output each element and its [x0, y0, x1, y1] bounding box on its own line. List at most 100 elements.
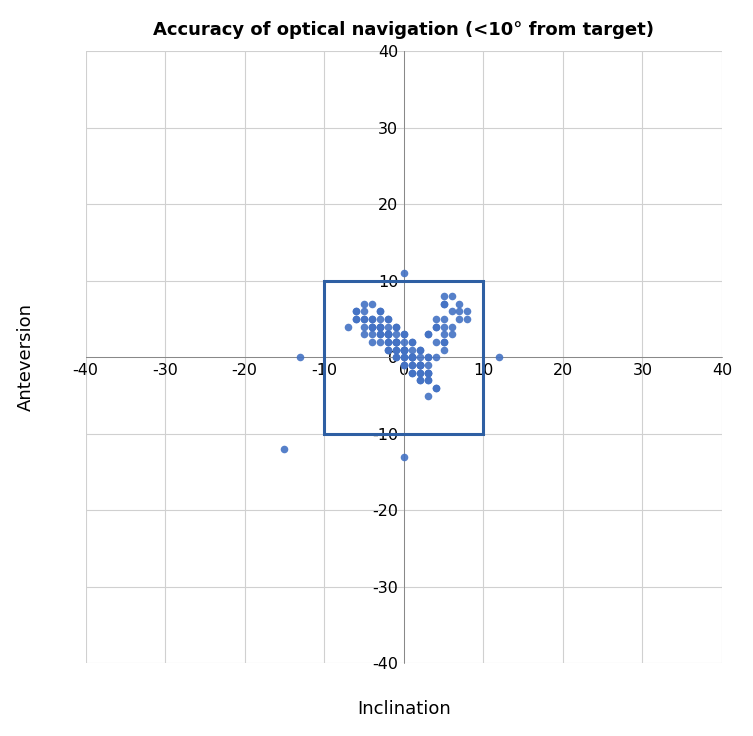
Point: [382, 336, 394, 348]
Point: [366, 321, 378, 333]
Point: [382, 314, 394, 325]
Point: [358, 298, 370, 310]
Point: [429, 321, 441, 333]
Point: [406, 352, 418, 364]
Point: [374, 314, 386, 325]
Point: [413, 367, 425, 378]
Point: [429, 352, 441, 364]
Point: [462, 305, 474, 317]
Point: [279, 443, 291, 455]
Point: [390, 336, 402, 348]
Point: [366, 321, 378, 333]
Point: [398, 359, 410, 371]
Point: [406, 352, 418, 364]
Point: [390, 321, 402, 333]
Point: [413, 359, 425, 371]
Point: [390, 344, 402, 355]
Point: [422, 328, 434, 340]
Point: [398, 352, 410, 364]
Point: [422, 367, 434, 378]
Point: [462, 314, 474, 325]
Point: [398, 344, 410, 355]
Point: [398, 352, 410, 364]
Point: [406, 352, 418, 364]
Bar: [325, 281, 483, 434]
Point: [390, 336, 402, 348]
Point: [350, 314, 362, 325]
Point: [366, 298, 378, 310]
Point: [366, 328, 378, 340]
Point: [422, 367, 434, 378]
Point: [382, 344, 394, 355]
Point: [398, 359, 410, 371]
Point: [358, 328, 370, 340]
X-axis label: Inclination: Inclination: [357, 700, 450, 718]
Point: [390, 352, 402, 364]
Point: [382, 328, 394, 340]
Point: [422, 328, 434, 340]
Point: [398, 451, 410, 463]
Point: [390, 352, 402, 364]
Point: [382, 328, 394, 340]
Point: [437, 314, 450, 325]
Point: [413, 352, 425, 364]
Point: [422, 352, 434, 364]
Point: [382, 328, 394, 340]
Point: [413, 359, 425, 371]
Point: [437, 336, 450, 348]
Point: [398, 328, 410, 340]
Point: [437, 328, 450, 340]
Point: [406, 359, 418, 371]
Point: [406, 352, 418, 364]
Point: [429, 382, 441, 394]
Point: [358, 321, 370, 333]
Point: [437, 290, 450, 302]
Point: [422, 367, 434, 378]
Point: [413, 344, 425, 355]
Point: [446, 290, 458, 302]
Point: [374, 305, 386, 317]
Y-axis label: Anteversion: Anteversion: [17, 303, 35, 411]
Point: [358, 314, 370, 325]
Point: [453, 298, 465, 310]
Point: [437, 298, 450, 310]
Point: [374, 336, 386, 348]
Point: [406, 336, 418, 348]
Point: [453, 305, 465, 317]
Point: [446, 328, 458, 340]
Point: [382, 314, 394, 325]
Point: [406, 359, 418, 371]
Point: [422, 389, 434, 401]
Point: [342, 321, 354, 333]
Point: [366, 336, 378, 348]
Point: [406, 352, 418, 364]
Point: [422, 352, 434, 364]
Point: [374, 305, 386, 317]
Point: [429, 336, 441, 348]
Point: [406, 336, 418, 348]
Point: [422, 359, 434, 371]
Point: [374, 321, 386, 333]
Point: [406, 367, 418, 378]
Point: [358, 305, 370, 317]
Point: [398, 344, 410, 355]
Point: [406, 367, 418, 378]
Point: [406, 344, 418, 355]
Point: [350, 305, 362, 317]
Point: [413, 359, 425, 371]
Point: [390, 321, 402, 333]
Point: [358, 314, 370, 325]
Point: [422, 375, 434, 386]
Point: [390, 336, 402, 348]
Point: [382, 321, 394, 333]
Point: [413, 344, 425, 355]
Point: [429, 321, 441, 333]
Point: [390, 344, 402, 355]
Point: [374, 321, 386, 333]
Point: [413, 375, 425, 386]
Point: [294, 352, 306, 364]
Point: [437, 321, 450, 333]
Point: [366, 321, 378, 333]
Point: [374, 328, 386, 340]
Point: [374, 321, 386, 333]
